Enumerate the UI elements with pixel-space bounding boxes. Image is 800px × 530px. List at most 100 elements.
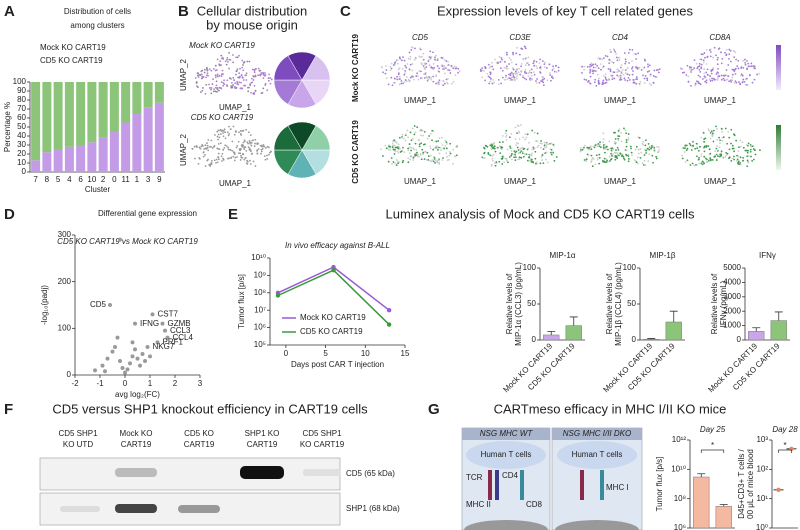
umap-dot bbox=[630, 151, 633, 154]
umap-dot bbox=[522, 76, 525, 79]
umap-dot bbox=[602, 146, 605, 148]
umap-dot bbox=[228, 67, 230, 70]
umap-dot bbox=[223, 79, 225, 82]
umap-dot bbox=[549, 74, 552, 76]
umap-dot bbox=[733, 158, 735, 161]
point bbox=[128, 361, 132, 366]
umap-dot bbox=[208, 164, 211, 167]
umap-dot bbox=[538, 144, 540, 147]
pie-slice bbox=[301, 125, 331, 151]
umap-dot bbox=[231, 149, 234, 152]
umap-dot bbox=[505, 129, 508, 132]
umap-dot bbox=[703, 68, 706, 70]
umap-dot bbox=[643, 82, 646, 85]
umap-dot bbox=[225, 63, 228, 66]
point bbox=[113, 345, 117, 349]
umap-dot bbox=[628, 74, 631, 76]
umap-dot bbox=[252, 160, 255, 163]
umap-dot bbox=[227, 60, 229, 63]
umap-dot bbox=[737, 81, 740, 83]
umap-dot bbox=[730, 128, 733, 131]
umap-dot bbox=[686, 64, 689, 67]
x-tick-label: 3 bbox=[146, 175, 151, 184]
umap-dot bbox=[712, 129, 715, 132]
umap-dot bbox=[703, 140, 705, 143]
umap-dot bbox=[610, 152, 612, 155]
umap-dot bbox=[405, 66, 408, 69]
diagram bbox=[461, 427, 643, 530]
umap-dot bbox=[240, 87, 243, 90]
umap-dot bbox=[210, 88, 212, 91]
umap-dot bbox=[500, 157, 503, 160]
umap-dot bbox=[599, 57, 601, 60]
umap-dot bbox=[581, 148, 584, 151]
umap-dot bbox=[240, 154, 242, 157]
umap-dot bbox=[404, 64, 407, 67]
umap-dot bbox=[249, 134, 252, 137]
umap-dot bbox=[630, 147, 632, 150]
umap-dot bbox=[432, 51, 434, 54]
umap-dot bbox=[213, 145, 215, 148]
umap-dot bbox=[602, 132, 605, 135]
chart-title: In vivo efficacy against B-ALL bbox=[285, 241, 390, 250]
umap-dot bbox=[514, 153, 517, 156]
umap-dot bbox=[217, 142, 220, 145]
umap-dot bbox=[495, 161, 498, 163]
x-tick-label: -1 bbox=[96, 379, 104, 388]
umap-dot bbox=[515, 144, 517, 146]
umap-dot bbox=[410, 147, 413, 149]
umap-dot bbox=[737, 160, 740, 163]
umap-dot bbox=[737, 155, 740, 158]
umap-dot bbox=[414, 142, 417, 145]
x-tick-label: 0 bbox=[112, 175, 117, 184]
umap-dot bbox=[733, 56, 736, 59]
umap-dot bbox=[481, 66, 484, 69]
umap-dot bbox=[236, 68, 239, 71]
umap-dot bbox=[617, 135, 620, 137]
umap-dot bbox=[437, 57, 439, 60]
umap-dot bbox=[705, 81, 708, 84]
umap-dot bbox=[446, 155, 449, 158]
umap-dot bbox=[253, 68, 256, 71]
umap-dot bbox=[218, 136, 221, 139]
umap-dot bbox=[686, 147, 689, 150]
umap-dot bbox=[737, 67, 740, 70]
umap-dot bbox=[234, 85, 236, 88]
umap-dot bbox=[702, 61, 705, 64]
umap-dot bbox=[491, 144, 493, 146]
umap-dot bbox=[555, 156, 558, 158]
umap-dot bbox=[218, 158, 220, 161]
umap-dot bbox=[489, 65, 492, 68]
umap-dot bbox=[199, 73, 201, 76]
umap-dot bbox=[533, 73, 536, 76]
umap-dot bbox=[250, 141, 253, 144]
umap-dot bbox=[612, 61, 615, 64]
umap-dot bbox=[501, 155, 504, 158]
umap-dot bbox=[602, 82, 605, 85]
umap-dot bbox=[592, 66, 595, 69]
umap-dot bbox=[422, 64, 425, 67]
umap-dot bbox=[735, 139, 738, 142]
umap-dot bbox=[596, 73, 599, 76]
point bbox=[118, 237, 122, 242]
umap-dot bbox=[240, 74, 243, 76]
umap-dot bbox=[685, 149, 688, 152]
umap-dot bbox=[442, 84, 445, 87]
umap-dot bbox=[484, 79, 486, 82]
umap-dot bbox=[524, 45, 526, 48]
umap-dot bbox=[610, 147, 613, 150]
umap-dot bbox=[524, 68, 527, 71]
umap-dot bbox=[581, 71, 583, 74]
umap-dot bbox=[735, 159, 738, 162]
umap-dot bbox=[749, 143, 752, 146]
umap-dot bbox=[213, 159, 216, 162]
umap-dot bbox=[733, 155, 735, 158]
gene-label: CD3E bbox=[509, 33, 531, 42]
umap-dot bbox=[698, 65, 701, 68]
umap-dot bbox=[742, 159, 744, 162]
umap-dot bbox=[224, 137, 227, 140]
umap-dot bbox=[393, 153, 396, 155]
bar-segment bbox=[98, 137, 108, 172]
umap-dot bbox=[224, 131, 227, 134]
umap-dot bbox=[603, 157, 606, 160]
